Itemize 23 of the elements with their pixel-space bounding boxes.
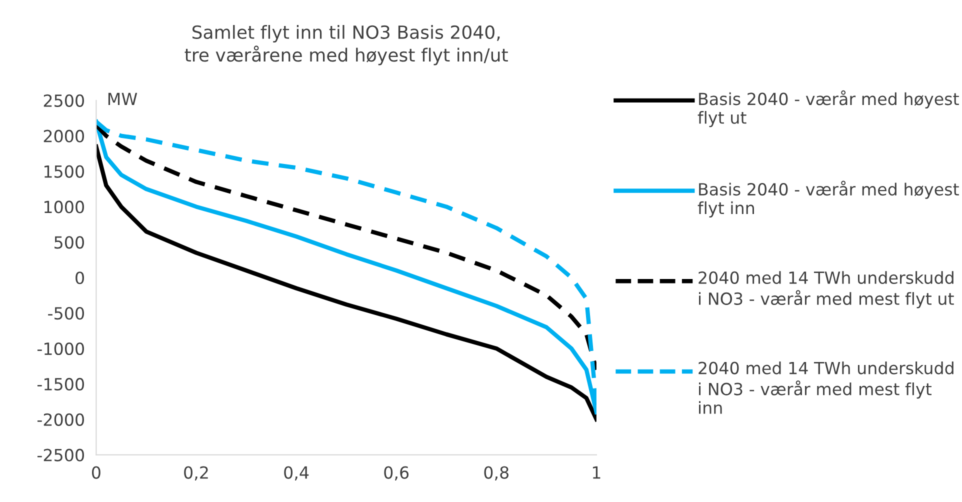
x-tick-label: 0 xyxy=(92,466,100,479)
y-tick-label: 500 xyxy=(54,236,84,249)
y-tick-label: 2500 xyxy=(44,94,84,107)
y-axis-title: MW xyxy=(108,92,138,105)
legend-label: Basis 2040 - værår med høyest flyt ut xyxy=(698,90,959,128)
y-tick-label: 1500 xyxy=(44,165,84,178)
x-tick-label: 0,8 xyxy=(484,466,509,481)
y-tick-label: -1500 xyxy=(37,378,84,390)
y-tick-label: -500 xyxy=(48,307,84,320)
y-tick-label: -1000 xyxy=(37,342,84,356)
x-tick-label: 0,6 xyxy=(384,466,409,481)
x-tick-label: 1 xyxy=(592,466,600,479)
y-tick-label: 1000 xyxy=(44,200,84,214)
y-tick-label: 0 xyxy=(76,272,84,284)
legend-label: Basis 2040 - værår med høyest flyt inn xyxy=(698,180,959,218)
legend-label: 2040 med 14 TWh underskudd i NO3 - værår med mest flyt inn xyxy=(698,361,954,414)
chart-title: Samlet flyt inn til NO3 Basis 2040, tre værårene med høyest flyt inn/ut xyxy=(184,25,508,66)
x-tick-label: 0,2 xyxy=(184,466,208,481)
x-tick-label: 0,4 xyxy=(284,466,309,481)
y-tick-label: -2000 xyxy=(37,413,84,426)
legend-label: 2040 med 14 TWh underskudd i NO3 - værår med mest flyt ut xyxy=(698,271,954,308)
y-tick-label: 2000 xyxy=(44,130,84,142)
y-tick-label: -2500 xyxy=(37,448,84,462)
